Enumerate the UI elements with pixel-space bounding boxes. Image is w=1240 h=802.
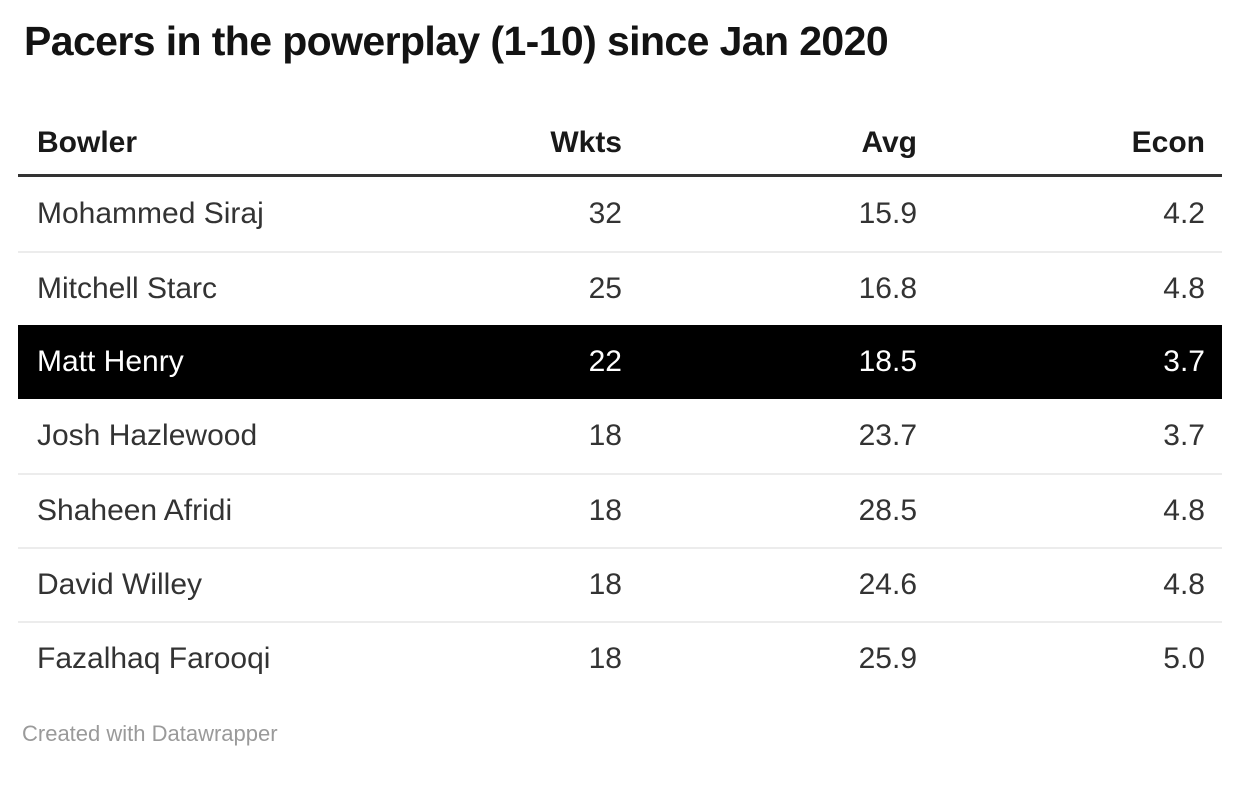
credit-line: Created with Datawrapper <box>22 721 278 746</box>
cell-wkts: 18 <box>588 642 622 675</box>
cell-bowler: Mohammed Siraj <box>37 197 264 230</box>
table-row: Mohammed Siraj 32 15.9 4.2 <box>18 177 1222 251</box>
cell-bowler: Josh Hazlewood <box>37 419 258 452</box>
cell-wkts: 32 <box>588 197 622 230</box>
cell-wkts: 18 <box>588 494 622 527</box>
cell-avg: 15.9 <box>858 197 917 230</box>
cell-bowler: Fazalhaq Farooqi <box>37 642 271 675</box>
table-header-row: Bowler Wkts Avg Econ <box>18 111 1222 177</box>
cell-econ: 3.7 <box>1163 419 1205 452</box>
column-header-bowler: Bowler <box>37 125 138 159</box>
column-header-avg: Avg <box>861 125 917 159</box>
cell-avg: 16.8 <box>858 272 917 305</box>
cell-wkts: 18 <box>588 568 622 601</box>
cell-econ: 5.0 <box>1163 642 1205 675</box>
cell-bowler: Shaheen Afridi <box>37 494 233 527</box>
cell-econ: 4.8 <box>1163 272 1205 305</box>
table-row: Josh Hazlewood 18 23.7 3.7 <box>18 399 1222 473</box>
cell-econ: 4.8 <box>1163 494 1205 527</box>
data-table: Bowler Wkts Avg Econ Mohammed Siraj 32 1… <box>18 111 1222 695</box>
column-header-wkts: Wkts <box>550 125 622 159</box>
cell-bowler: David Willey <box>37 568 203 601</box>
table-row-highlighted: Matt Henry 22 18.5 3.7 <box>18 325 1222 399</box>
cell-bowler: Mitchell Starc <box>37 272 218 305</box>
cell-avg: 23.7 <box>858 419 917 452</box>
chart-title: Pacers in the powerplay (1-10) since Jan… <box>24 18 889 64</box>
table-row: David Willey 18 24.6 4.8 <box>18 547 1222 621</box>
table-row: Shaheen Afridi 18 28.5 4.8 <box>18 473 1222 547</box>
cell-avg: 28.5 <box>858 494 917 527</box>
cell-econ: 4.2 <box>1163 197 1205 230</box>
cell-econ: 4.8 <box>1163 568 1205 601</box>
cell-bowler: Matt Henry <box>37 345 184 378</box>
cell-econ: 3.7 <box>1163 345 1205 378</box>
cell-avg: 24.6 <box>858 568 917 601</box>
cell-wkts: 25 <box>588 272 622 305</box>
table-row: Fazalhaq Farooqi 18 25.9 5.0 <box>18 621 1222 695</box>
cell-avg: 18.5 <box>858 345 917 378</box>
table-row: Mitchell Starc 25 16.8 4.8 <box>18 251 1222 325</box>
cell-avg: 25.9 <box>858 642 917 675</box>
cell-wkts: 22 <box>588 345 622 378</box>
column-header-econ: Econ <box>1131 125 1205 159</box>
cell-wkts: 18 <box>588 419 622 452</box>
